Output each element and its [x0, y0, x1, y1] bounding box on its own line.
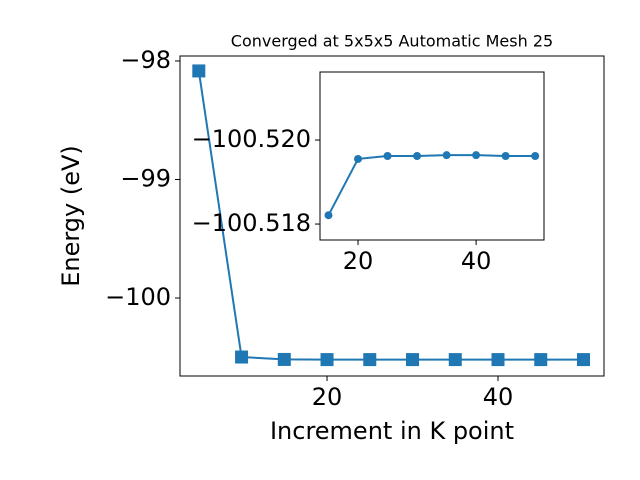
x-axis-label: Increment in K point — [270, 417, 514, 445]
y-tick-label: −100 — [105, 283, 171, 311]
marker — [235, 350, 249, 364]
marker — [472, 151, 481, 160]
marker — [383, 152, 392, 160]
marker — [534, 353, 548, 367]
x-tick-label: 20 — [312, 383, 343, 411]
marker — [363, 353, 377, 367]
marker — [406, 353, 420, 367]
series-line — [197, 70, 584, 361]
y-tick-label: −100.518 — [192, 209, 311, 237]
marker — [531, 152, 540, 160]
x-tick-label: 20 — [343, 247, 374, 275]
marker — [354, 154, 363, 163]
chart-title: Converged at 5x5x5 Automatic Mesh 25 — [231, 32, 553, 51]
marker — [320, 353, 334, 367]
x-tick-label: 40 — [461, 247, 492, 275]
y-axis-label: Energy (eV) — [57, 145, 85, 287]
y-tick-label: −100.520 — [192, 125, 311, 153]
marker — [442, 151, 451, 160]
y-tick-label: −99 — [120, 164, 171, 192]
marker — [192, 64, 206, 78]
marker — [576, 353, 590, 367]
marker — [491, 353, 505, 367]
marker — [448, 353, 462, 367]
marker — [413, 152, 422, 160]
marker — [277, 352, 291, 366]
series-line — [327, 154, 536, 216]
x-tick-label: 40 — [483, 383, 514, 411]
marker — [501, 152, 510, 160]
y-tick-label: −98 — [120, 46, 171, 74]
marker — [324, 211, 333, 220]
